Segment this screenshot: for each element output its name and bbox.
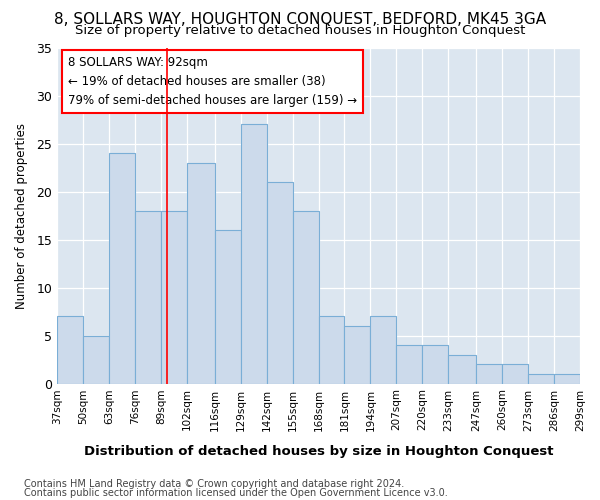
Bar bbox=[161, 211, 187, 384]
Y-axis label: Number of detached properties: Number of detached properties bbox=[15, 122, 28, 308]
Bar bbox=[266, 182, 293, 384]
Bar bbox=[215, 230, 241, 384]
Text: Contains HM Land Registry data © Crown copyright and database right 2024.: Contains HM Land Registry data © Crown c… bbox=[24, 479, 404, 489]
Bar bbox=[397, 345, 422, 384]
Bar bbox=[476, 364, 502, 384]
Text: 8, SOLLARS WAY, HOUGHTON CONQUEST, BEDFORD, MK45 3GA: 8, SOLLARS WAY, HOUGHTON CONQUEST, BEDFO… bbox=[54, 12, 546, 28]
X-axis label: Distribution of detached houses by size in Houghton Conquest: Distribution of detached houses by size … bbox=[84, 444, 553, 458]
Bar bbox=[370, 316, 397, 384]
Bar bbox=[187, 162, 215, 384]
Text: Size of property relative to detached houses in Houghton Conquest: Size of property relative to detached ho… bbox=[75, 24, 525, 37]
Bar bbox=[502, 364, 528, 384]
Bar bbox=[448, 355, 476, 384]
Bar bbox=[135, 211, 161, 384]
Bar bbox=[293, 211, 319, 384]
Bar bbox=[241, 124, 266, 384]
Bar bbox=[83, 336, 109, 384]
Bar bbox=[554, 374, 580, 384]
Bar bbox=[57, 316, 83, 384]
Bar bbox=[319, 316, 344, 384]
Bar bbox=[528, 374, 554, 384]
Text: Contains public sector information licensed under the Open Government Licence v3: Contains public sector information licen… bbox=[24, 488, 448, 498]
Bar bbox=[109, 153, 135, 384]
Text: 8 SOLLARS WAY: 92sqm
← 19% of detached houses are smaller (38)
79% of semi-detac: 8 SOLLARS WAY: 92sqm ← 19% of detached h… bbox=[68, 56, 356, 107]
Bar bbox=[422, 345, 448, 384]
Bar bbox=[344, 326, 370, 384]
